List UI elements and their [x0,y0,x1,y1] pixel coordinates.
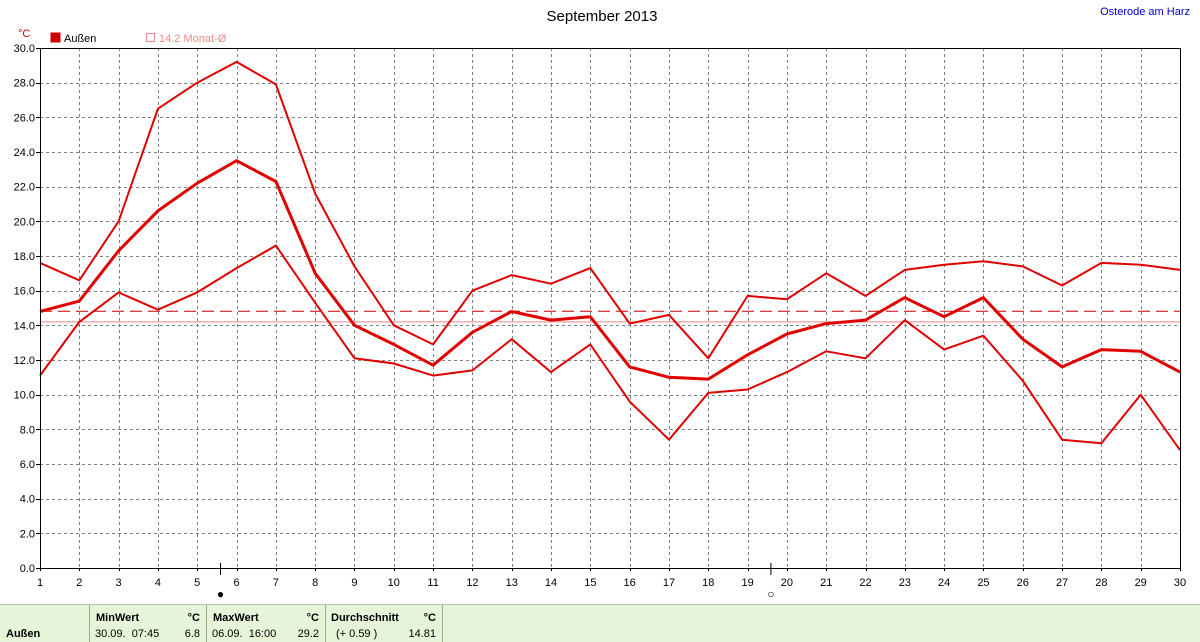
legend-swatch-aussen [50,32,61,43]
moon-phase-icon: ● [217,587,224,601]
min-unit: °C [187,612,200,624]
x-tick-label: 6 [233,577,239,589]
x-tick-label: 21 [820,577,832,589]
plot-frame [40,48,1181,569]
moon-phase-icon: ○ [767,587,774,601]
x-tick-label: 3 [116,577,122,589]
y-tick-label: 20.0 [14,216,35,228]
chart-title: September 2013 [547,8,658,25]
x-tick-label: 25 [977,577,989,589]
x-tick-label: 4 [155,577,161,589]
x-tick-label: 28 [1095,577,1107,589]
y-tick-label: 30.0 [14,43,35,55]
x-tick-label: 9 [351,577,357,589]
max-date: 06.09. 16:00 [212,628,277,640]
y-tick-label: 28.0 [14,78,35,90]
stats-bar: Außen MinWert °C 30.09. 07:45 6.8 MaxWer… [0,604,1200,642]
reference-lines [40,310,1180,323]
y-tick-labels: 0.0 2.0 4.0 6.0 8.0 10.0 12.0 14.0 16.0 18.0 20.0 2… [14,43,40,575]
x-tick-label: 18 [702,577,714,589]
legend-label-aussen: Außen [64,33,96,45]
legend-swatch-monthly-avg [146,33,155,42]
avg-unit: °C [423,612,436,624]
y-axis-unit: °C [18,28,30,40]
temperature-chart: September 2013 Osterode am Harz °C Außen… [14,6,1190,601]
x-tick-label: 22 [859,577,871,589]
min-value: 6.8 [184,628,200,640]
x-tick-label: 20 [781,577,793,589]
x-tick-label: 5 [194,577,200,589]
location-label: Osterode am Harz [1100,6,1190,18]
grid [40,48,1180,568]
series-lines [39,60,1181,451]
min-date: 30.09. 07:45 [95,628,160,640]
series-line-min [39,244,1181,451]
max-value: 29.2 [297,628,319,640]
x-tick-label: 10 [388,577,400,589]
avg-header: Durchschnitt [331,612,399,624]
x-tick-label: 7 [273,577,279,589]
x-tick-label: 26 [1017,577,1029,589]
y-tick-label: 16.0 [14,286,35,298]
y-tick-label: 6.0 [20,459,35,471]
x-tick-label: 12 [466,577,478,589]
max-cell: MaxWert °C 06.09. 16:00 29.2 [206,605,325,642]
x-tick-label: 11 [427,577,438,589]
min-header: MinWert [96,612,140,624]
y-tick-label: 12.0 [14,355,35,367]
x-tick-label: 19 [741,577,753,589]
x-tick-label: 13 [506,577,518,589]
y-tick-label: 2.0 [20,528,35,540]
series-line-mean [39,159,1181,381]
avg-delta: (+ 0.59 ) [336,628,378,640]
min-cell: MinWert °C 30.09. 07:45 6.8 [89,605,206,642]
x-tick-label: 1 [37,577,43,589]
y-tick-label: 10.0 [14,390,35,402]
y-tick-label: 18.0 [14,251,35,263]
x-tick-label: 2 [76,577,82,589]
max-header: MaxWert [213,612,259,624]
x-tick-label: 23 [899,577,911,589]
legend: Außen 14.2 Monat-Ø [50,32,227,45]
y-tick-label: 4.0 [20,494,35,506]
y-tick-label: 8.0 [20,424,35,436]
x-tick-label: 14 [545,577,557,589]
y-tick-label: 0.0 [20,563,35,575]
x-tick-label: 27 [1056,577,1068,589]
y-tick-label: 22.0 [14,182,35,194]
series-line-max [39,60,1181,360]
x-tick-label: 24 [938,577,950,589]
y-tick-label: 14.0 [14,320,35,332]
x-tick-label: 16 [624,577,636,589]
legend-label-monthly-avg: 14.2 Monat-Ø [159,33,227,45]
x-tick-label: 8 [312,577,318,589]
avg-cell: Durchschnitt °C (+ 0.59 ) 14.81 [325,605,443,642]
y-tick-label: 26.0 [14,112,35,124]
x-tick-label: 29 [1135,577,1147,589]
x-tick-label: 15 [584,577,596,589]
stats-row-label: Außen [6,628,41,640]
max-unit: °C [306,612,319,624]
avg-value: 14.81 [408,628,436,640]
y-tick-label: 24.0 [14,147,35,159]
x-tick-label: 30 [1174,577,1186,589]
x-tick-labels: 1 2 3 4 5 6 7 8 9 10 11 12 13 14 15 16 17 18 19 20 21 22 23 24 2… [37,568,1186,589]
x-tick-label: 17 [663,577,675,589]
